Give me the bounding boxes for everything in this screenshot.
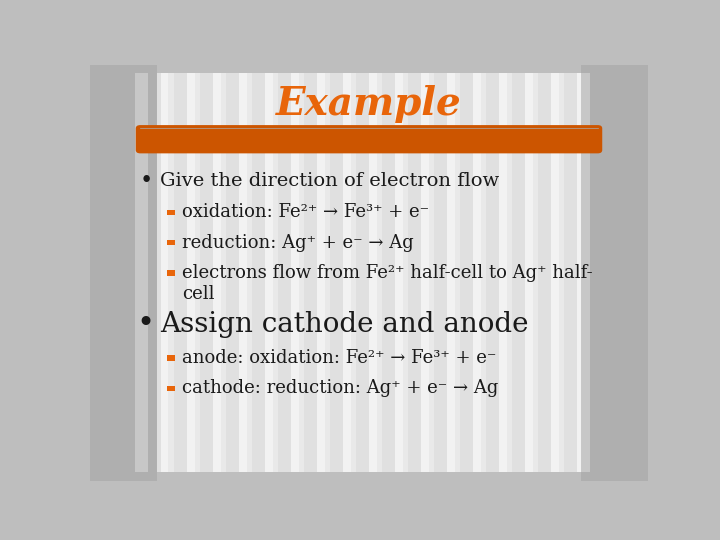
Bar [499, 73, 512, 472]
Bar [174, 73, 186, 472]
Text: oxidation: Fe²⁺ → Fe³⁺ + e⁻: oxidation: Fe²⁺ → Fe³⁺ + e⁻ [182, 204, 429, 221]
Bar [473, 73, 481, 472]
Bar [552, 73, 564, 472]
FancyBboxPatch shape [135, 73, 603, 472]
Bar [213, 73, 220, 472]
Bar [382, 73, 395, 472]
Bar [186, 73, 194, 472]
Text: Example: Example [276, 85, 462, 123]
FancyBboxPatch shape [45, 57, 157, 489]
Bar [512, 73, 526, 472]
Bar [278, 73, 291, 472]
Bar [161, 73, 174, 472]
Text: •: • [137, 309, 155, 340]
Bar [460, 73, 473, 472]
Bar [369, 73, 382, 472]
Bar [343, 73, 351, 472]
Bar [148, 73, 161, 472]
Bar [447, 73, 455, 472]
Bar [343, 73, 356, 472]
Bar [526, 73, 539, 472]
Bar [226, 73, 239, 472]
Bar [167, 210, 174, 215]
Bar [369, 73, 377, 472]
Bar [590, 73, 603, 472]
FancyBboxPatch shape [136, 125, 602, 153]
Bar [577, 73, 585, 472]
Bar [408, 73, 421, 472]
Bar [265, 73, 273, 472]
Bar [167, 355, 174, 361]
Text: Assign cathode and anode: Assign cathode and anode [160, 311, 528, 338]
Bar [552, 73, 559, 472]
Text: •: • [139, 170, 153, 192]
Bar [317, 73, 325, 472]
Bar [526, 73, 533, 472]
Bar [167, 271, 174, 276]
Bar [330, 73, 343, 472]
Bar [252, 73, 265, 472]
Bar [291, 73, 299, 472]
Bar [499, 73, 507, 472]
Bar [199, 73, 213, 472]
Bar [564, 73, 577, 472]
Bar [356, 73, 369, 472]
Bar [304, 73, 317, 472]
Bar [395, 73, 408, 472]
Bar [447, 73, 460, 472]
Text: reduction: Ag⁺ + e⁻ → Ag: reduction: Ag⁺ + e⁻ → Ag [182, 234, 414, 252]
Bar [186, 73, 199, 472]
Bar [135, 73, 143, 472]
Bar [421, 73, 434, 472]
Text: electrons flow from Fe²⁺ half-cell to Ag⁺ half-: electrons flow from Fe²⁺ half-cell to Ag… [182, 264, 593, 282]
Text: cathode: reduction: Ag⁺ + e⁻ → Ag: cathode: reduction: Ag⁺ + e⁻ → Ag [182, 379, 498, 397]
Bar [421, 73, 429, 472]
Text: Give the direction of electron flow: Give the direction of electron flow [160, 172, 499, 190]
Bar [577, 73, 590, 472]
FancyBboxPatch shape [581, 57, 693, 489]
Bar [161, 73, 168, 472]
Bar [167, 240, 174, 246]
Bar [317, 73, 330, 472]
Bar [239, 73, 247, 472]
Bar [473, 73, 486, 472]
Bar [213, 73, 226, 472]
Bar [539, 73, 552, 472]
Bar [135, 73, 148, 472]
Bar [395, 73, 403, 472]
Bar [239, 73, 252, 472]
Text: anode: oxidation: Fe²⁺ → Fe³⁺ + e⁻: anode: oxidation: Fe²⁺ → Fe³⁺ + e⁻ [182, 349, 497, 367]
Bar [434, 73, 447, 472]
Text: cell: cell [182, 285, 215, 303]
Bar [486, 73, 499, 472]
Bar [291, 73, 304, 472]
Bar [167, 386, 174, 391]
Bar [265, 73, 278, 472]
